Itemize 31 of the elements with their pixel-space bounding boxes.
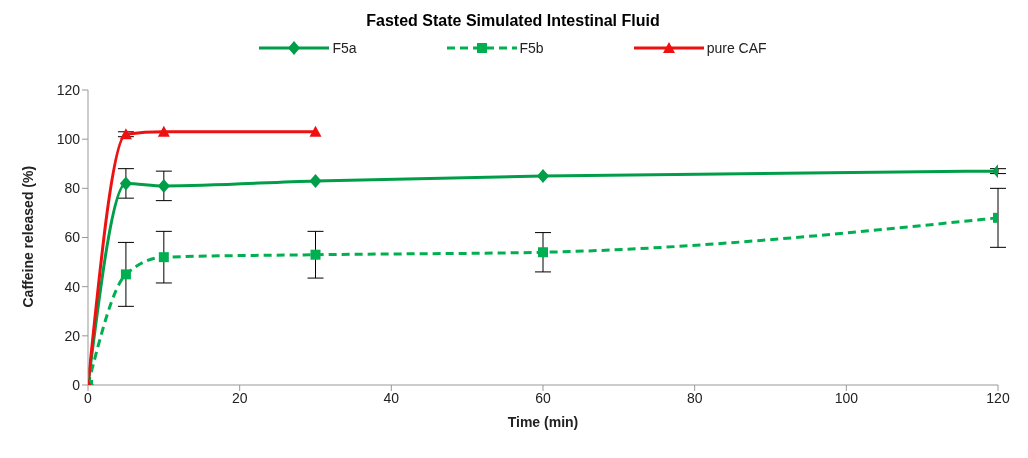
point xyxy=(158,252,169,263)
legend-label: F5a xyxy=(332,40,357,56)
x-axis-title: Time (min) xyxy=(507,413,579,430)
x-tick-label: 20 xyxy=(231,389,248,406)
point xyxy=(537,169,549,184)
legend-label: F5b xyxy=(519,40,544,56)
y-tick-label: 40 xyxy=(64,278,81,295)
point xyxy=(120,269,131,280)
point xyxy=(309,173,322,188)
y-tick-label: 100 xyxy=(56,131,81,148)
y-tick-label: 80 xyxy=(64,180,81,197)
x-tick-label: 0 xyxy=(84,389,93,406)
y-tick-label: 0 xyxy=(72,376,81,393)
point xyxy=(157,125,170,137)
legend-label: pure CAF xyxy=(706,40,767,56)
point xyxy=(157,178,170,193)
y-tick-label: 120 xyxy=(56,81,81,98)
y-axis-title: Caffeine released (%) xyxy=(19,165,36,308)
point xyxy=(310,249,321,260)
x-tick-label: 120 xyxy=(986,389,1010,406)
point xyxy=(119,176,132,191)
x-tick-label: 80 xyxy=(686,389,703,406)
y-tick-label: 60 xyxy=(64,229,81,246)
y-tick-label: 20 xyxy=(64,327,81,344)
x-tick-label: 40 xyxy=(383,389,400,406)
point xyxy=(538,247,548,258)
point xyxy=(119,128,132,140)
chart-title: Fasted State Simulated Intestinal Fluid xyxy=(365,12,661,30)
point xyxy=(309,125,322,137)
x-tick-label: 60 xyxy=(535,389,551,406)
x-tick-label: 100 xyxy=(834,389,859,406)
